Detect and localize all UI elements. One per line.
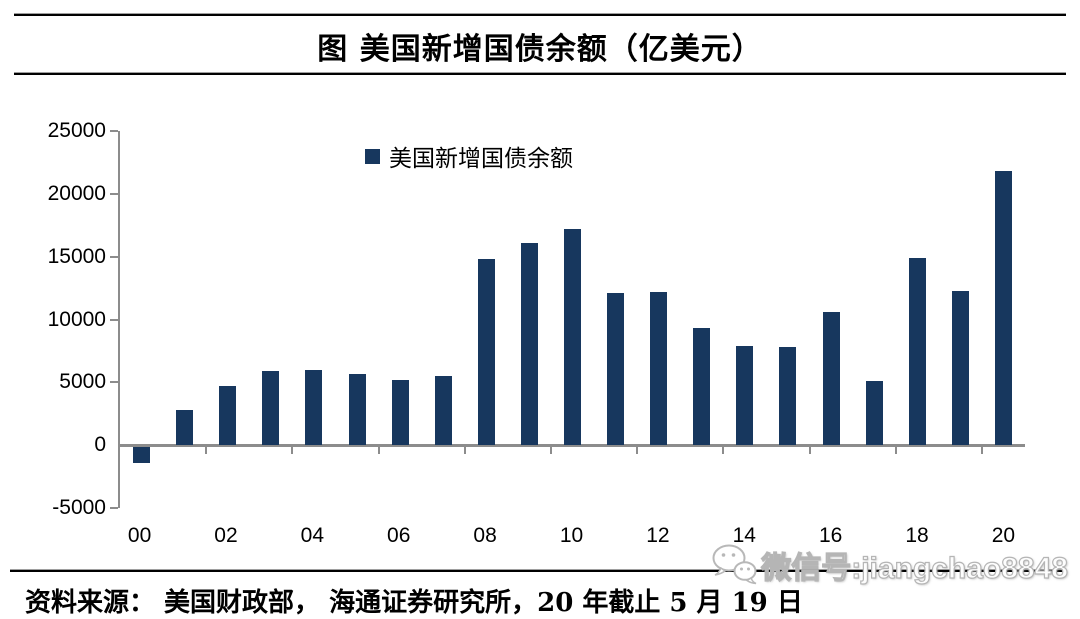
bar-02 xyxy=(219,386,237,446)
bar-04 xyxy=(305,369,323,446)
bar-17 xyxy=(865,381,883,446)
y-axis-tick-label: 5000 xyxy=(59,370,106,394)
bar-14 xyxy=(736,345,754,446)
x-axis-tick xyxy=(636,446,639,454)
y-axis-tick xyxy=(110,507,118,509)
legend: 美国新增国债余额 xyxy=(365,139,573,173)
x-axis-tick-label: 14 xyxy=(732,524,756,547)
x-axis-tick xyxy=(808,446,811,454)
legend-marker xyxy=(365,148,380,164)
y-axis: 25000 20000 15000 10000 5000 0 -5000 xyxy=(0,119,106,519)
x-axis-tick-label: 02 xyxy=(214,524,238,547)
bar-11 xyxy=(607,293,625,446)
bar-20 xyxy=(994,171,1012,446)
y-axis-tick-label: 0 xyxy=(94,433,106,457)
x-axis-tick xyxy=(205,446,208,454)
y-axis-tick xyxy=(110,192,118,195)
bar-01 xyxy=(176,409,194,446)
x-axis-tick xyxy=(377,446,380,454)
x-axis-zero-line xyxy=(120,443,1025,447)
x-axis-tick-label: 10 xyxy=(559,524,584,547)
y-axis-tick xyxy=(110,255,118,258)
bar-00 xyxy=(133,446,151,463)
x-axis-tick-label: 08 xyxy=(473,524,497,547)
source-note: 资料来源： 美国财政部， 海通证券研究所，20 年截止 5 月 19 日 xyxy=(25,588,803,618)
wechat-icon xyxy=(712,544,757,585)
watermark-text: 微信号:jiangchao8848 xyxy=(761,551,1069,585)
top-border-line xyxy=(14,13,1066,16)
legend-label: 美国新增国债余额 xyxy=(389,146,573,172)
x-axis-tick-label: 04 xyxy=(300,524,325,547)
y-axis-tick-label: 25000 xyxy=(47,119,106,142)
bar-13 xyxy=(693,328,711,446)
x-axis-labels: 00 02 04 06 08 10 12 14 16 18 20 xyxy=(118,524,1025,554)
title-underline xyxy=(14,72,1066,75)
x-axis-tick-label: 12 xyxy=(646,524,670,547)
y-axis-tick-label: -5000 xyxy=(52,496,106,519)
bar-15 xyxy=(779,347,797,446)
y-axis-tick-label: 20000 xyxy=(47,181,106,205)
x-axis-tick xyxy=(291,446,294,454)
x-axis-tick-label: 18 xyxy=(905,524,929,547)
x-axis-tick-label: 16 xyxy=(818,524,843,547)
x-axis-tick xyxy=(894,446,897,454)
bar-08 xyxy=(477,259,495,446)
bar-09 xyxy=(520,242,538,446)
bar-18 xyxy=(908,257,926,446)
y-axis-tick xyxy=(110,318,118,321)
x-axis-tick xyxy=(980,446,983,454)
y-axis-tick xyxy=(110,381,118,384)
y-axis-tick-label: 15000 xyxy=(47,244,106,268)
bar-05 xyxy=(348,373,366,446)
chart-plot-area: 美国新增国债余额 xyxy=(110,130,1025,509)
x-axis-tick-label: 00 xyxy=(127,524,152,547)
x-axis-tick xyxy=(722,446,725,454)
watermark: 微信号:jiangchao8848 xyxy=(709,542,1069,588)
bar-07 xyxy=(434,376,452,446)
bar-12 xyxy=(650,291,668,446)
x-axis-tick xyxy=(549,446,552,454)
y-axis-tick-label: 10000 xyxy=(47,307,106,331)
x-axis-tick-label: 06 xyxy=(387,524,411,547)
bar-03 xyxy=(262,371,280,446)
x-axis-tick xyxy=(463,446,466,454)
bar-16 xyxy=(822,311,840,446)
bar-10 xyxy=(564,229,581,446)
bottom-border-line xyxy=(10,569,1066,572)
bar-06 xyxy=(391,379,409,446)
bar-19 xyxy=(951,290,969,446)
figure-title: 图 美国新增国债余额（亿美元） xyxy=(317,32,763,67)
y-axis-tick xyxy=(110,130,118,132)
x-axis-tick-label: 20 xyxy=(991,524,1016,547)
